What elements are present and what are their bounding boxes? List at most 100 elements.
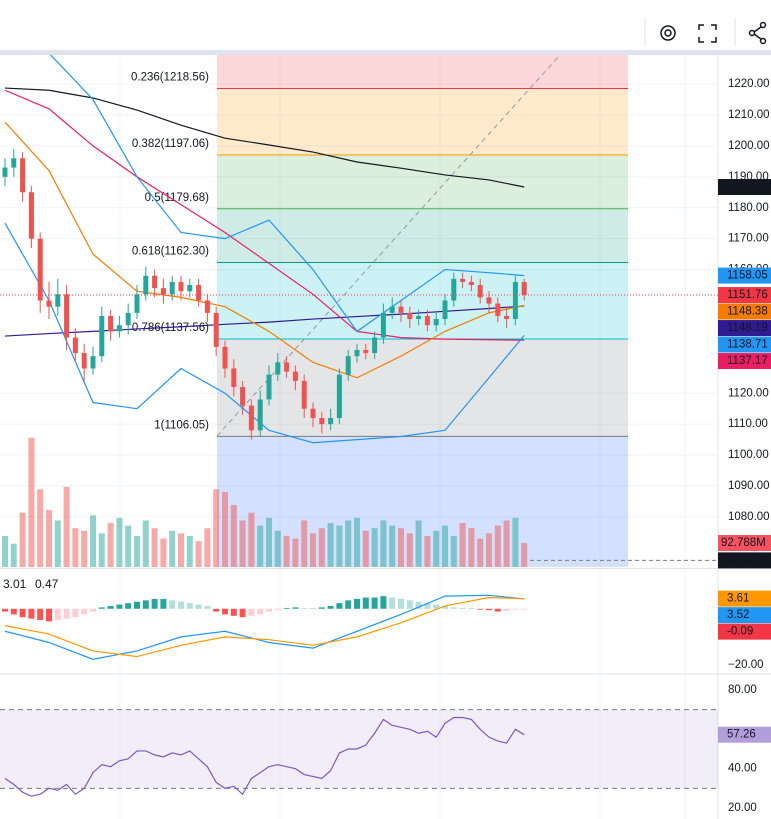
share-icon[interactable] [748, 21, 767, 45]
macd-legend-value: 3.01 [3, 577, 27, 591]
macd-histogram-bar [406, 600, 413, 609]
y-tick-label: 1200.00 [728, 140, 770, 152]
rsi-band-fill [0, 709, 718, 789]
macd-histogram-bar [90, 608, 96, 612]
price-badge [718, 179, 771, 196]
rsi-line [4, 716, 525, 797]
volume-bar [274, 530, 281, 567]
candle-body [345, 356, 351, 375]
candle-body [372, 337, 378, 354]
volume-bar [239, 520, 246, 567]
volume-bar [28, 437, 35, 567]
volume-bar [380, 520, 387, 567]
volume-bar [222, 492, 228, 567]
volume-bar [389, 525, 396, 567]
candle-body [424, 315, 430, 326]
y-tick-label: 1120.00 [728, 387, 769, 399]
candle-body [442, 300, 448, 320]
volume-bar [257, 525, 264, 567]
macd-histogram-bar [72, 608, 79, 618]
price-badge-label: 1151.76 [727, 289, 768, 301]
y-tick-label: 1220.00 [728, 78, 770, 90]
volume-bar [283, 535, 290, 567]
candle-body [477, 285, 483, 298]
candle-body [2, 167, 8, 177]
candle-body [398, 306, 404, 313]
price-axis: 1220.001210.001200.001190.001180.001170.… [718, 78, 771, 814]
macd-histogram-bar [204, 605, 211, 609]
candle-body [187, 285, 193, 292]
volume-bar [318, 528, 325, 567]
candle-body [116, 325, 122, 332]
volume-bar [406, 533, 413, 567]
candle-body [240, 387, 246, 406]
fullscreen-icon[interactable] [698, 24, 717, 43]
volume-bar [72, 528, 79, 567]
volume-bar [433, 530, 440, 567]
volume-bar [213, 489, 220, 567]
candle-body [257, 399, 263, 431]
y-tick-label: 1180.00 [728, 202, 769, 214]
volume-bar [345, 520, 352, 567]
volume-bar [204, 528, 211, 567]
candle-body [512, 281, 518, 320]
fib-zone [217, 262, 628, 339]
macd-histogram-bar [354, 598, 360, 609]
macd-histogram-bar [248, 608, 255, 616]
macd-histogram-bar [389, 597, 396, 609]
y-tick-label: 1090.00 [728, 480, 770, 492]
candle-body [20, 158, 26, 193]
settings-icon[interactable] [660, 25, 676, 41]
volume-bar [178, 533, 184, 567]
price-badge [718, 607, 771, 624]
main-pane: 0.236(1218.56) 0.382(1197.06) 0.5(1179.68)… [0, 55, 718, 567]
volume-bar [415, 520, 422, 567]
candle-body [319, 417, 325, 425]
volume-bar [512, 517, 519, 567]
macd-histogram-bar [266, 608, 272, 612]
volume-bar [310, 533, 316, 567]
volume-bar [521, 543, 528, 567]
indicator-line [4, 87, 525, 188]
macd-histogram-bar [230, 608, 237, 616]
candle-body [55, 294, 61, 307]
candle-body [178, 281, 184, 292]
macd-histogram-bar [186, 603, 193, 609]
macd-histogram-bar [151, 598, 158, 609]
candle-body [134, 294, 140, 313]
macd-histogram-bar [98, 607, 105, 609]
volume-bar [468, 528, 475, 567]
candle-body [486, 297, 492, 304]
y-tick-label: 1100.00 [728, 449, 769, 461]
volume-bar [248, 512, 255, 567]
candle-body [380, 312, 386, 338]
candle-body [46, 300, 52, 307]
volume-bar [63, 486, 70, 567]
macd-histogram-bar [169, 600, 176, 609]
volume-bar [186, 535, 193, 567]
fib-label: 0.618(1162.30) [132, 245, 209, 257]
macd-pane [2, 594, 528, 660]
volume-bar [424, 535, 431, 567]
candle-body [354, 349, 360, 357]
indicator-line [4, 121, 525, 379]
candle-body [363, 349, 369, 354]
price-badge [718, 287, 771, 304]
candle-body [292, 371, 298, 381]
volume-bar [10, 543, 17, 567]
macd-histogram-bar [468, 608, 475, 610]
volume-bar [195, 541, 202, 567]
volume-bar [477, 538, 484, 567]
price-badge [718, 303, 771, 320]
fib-zone [217, 55, 628, 89]
price-badge-label: 3.52 [727, 609, 749, 621]
volume-bar [371, 528, 378, 567]
candle-body [152, 275, 158, 289]
volume-bar [266, 517, 272, 567]
candle-body [495, 303, 501, 316]
macd-histogram-bar [107, 605, 114, 609]
volume-bar [336, 525, 343, 567]
rsi-tick-label: 40.00 [728, 763, 757, 775]
volume-bar [442, 525, 448, 567]
macd-histogram-bar [54, 608, 61, 621]
